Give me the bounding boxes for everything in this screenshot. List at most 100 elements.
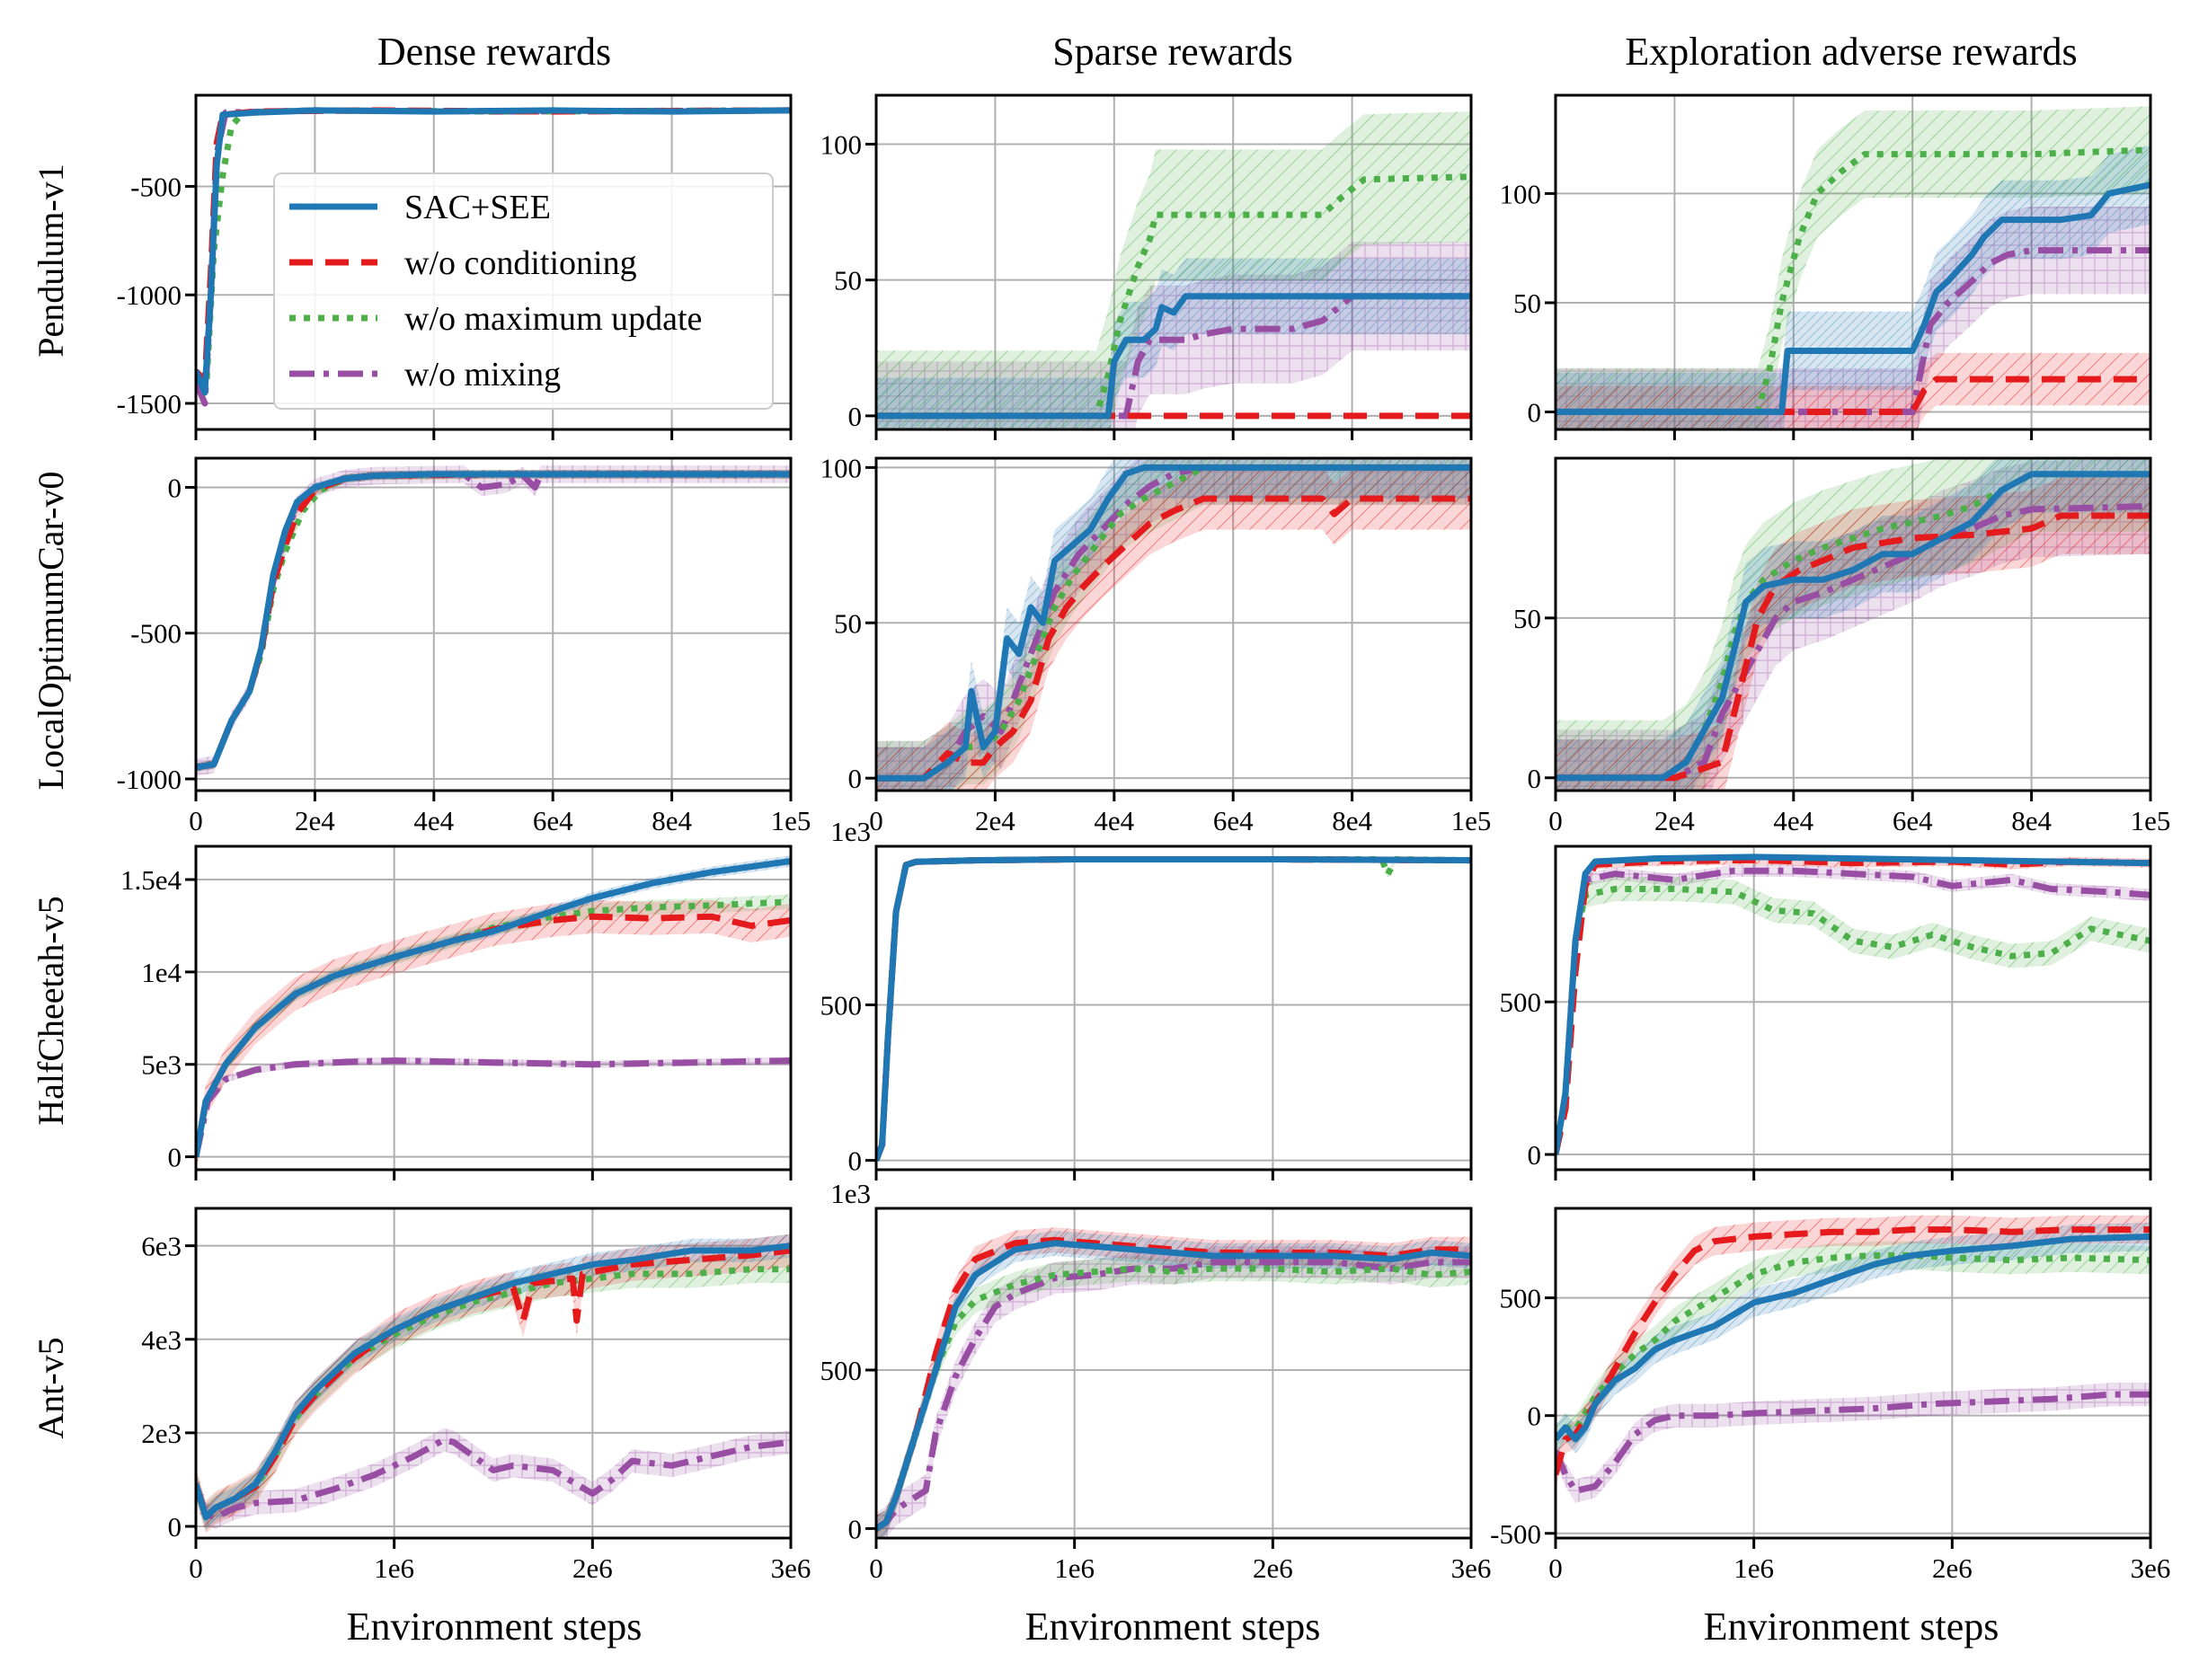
- panel-r3c0-xtick-label-2: 2e6: [572, 1552, 613, 1584]
- panel-r1c1-xtick-label-4: 8e4: [1332, 805, 1372, 836]
- panel-r3c0: 0 2e3 4e3 6e3 0 1e6 2e6 3e6: [141, 1207, 811, 1584]
- panel-r1c0-xtick-label-0: 0: [189, 805, 203, 836]
- panel-r2c0-band-hatch-w-o-conditioning: [196, 899, 791, 1170]
- panel-r3c0-band-hatch-w-o-mixing: [196, 1428, 791, 1529]
- panel-r2c2: 0 500: [1500, 844, 2152, 1180]
- panel-r1c0-line-w-o-mixing: [196, 471, 791, 771]
- panel-r2c1-ytick-label-0: 0: [848, 1145, 863, 1177]
- panel-r0c1-band-hatch-w-o-maximum-update: [876, 111, 1471, 429]
- panel-r3c2-band-hatch-w-o-maximum-update: [1556, 1241, 2150, 1454]
- column-title-dense: Dense rewards: [377, 30, 611, 74]
- panel-r0c0-ytick-label-0: -500: [130, 171, 182, 202]
- panel-r0c1-line-sac-see: [876, 293, 1471, 420]
- panel-r3c0-line-w-o-maximum-update: [196, 1266, 791, 1521]
- panel-r3c2-frame: [1554, 1207, 2152, 1540]
- panel-r0c1-line-w-o-mixing: [876, 293, 1471, 420]
- panel-r0c1-ytick-label-2: 100: [820, 128, 863, 160]
- panel-r1c2-frame: [1554, 456, 2152, 792]
- column-title-sparse: Sparse rewards: [1052, 30, 1293, 74]
- panel-r1c1-xtick-label-3: 6e4: [1213, 805, 1254, 836]
- panel-r1c2-line-sac-see: [1556, 471, 2150, 782]
- panel-r2c0-band-hatch-w-o-mixing: [196, 1057, 791, 1161]
- row-label-pendulum: Pendulum-v1: [31, 164, 71, 358]
- panel-r3c1-offset-label: 1e3: [830, 1178, 871, 1209]
- panel-r2c1-offset-label: 1e3: [830, 816, 871, 847]
- legend-box: [273, 172, 774, 410]
- panel-r2c1-band-hatch-sac-see: [876, 857, 1471, 1163]
- panel-r3c1-xtick-label-1: 1e6: [1054, 1552, 1095, 1584]
- panel-r1c0-band-hatch-w-o-conditioning: [196, 470, 791, 772]
- panel-r0c1-band-hatch-sac-see: [876, 258, 1471, 429]
- row-label-localoptimumcar: LocalOptimumCar-v0: [31, 472, 71, 791]
- panel-r2c2-band-hatch-w-o-maximum-update: [1556, 877, 2150, 1167]
- panel-r1c1-xtick-label-5: 1e5: [1451, 805, 1492, 836]
- panel-r2c0-ytick-label-3: 1.5e4: [120, 864, 182, 896]
- panel-r0c1-ytick-label-1: 50: [834, 265, 862, 296]
- panel-r1c1-line-sac-see: [876, 464, 1471, 782]
- panel-r0c2-line-w-o-maximum-update: [1556, 146, 2150, 415]
- panel-r2c1-frame: [874, 844, 1473, 1172]
- panel-r0c0-frame: [194, 93, 793, 431]
- panel-r2c2-line-sac-see: [1556, 853, 2150, 1155]
- x-axis-label-col1: Environment steps: [1025, 1605, 1321, 1649]
- panel-r3c0-line-w-o-mixing: [196, 1437, 791, 1521]
- panel-r1c1: 0 50 100 0 2e4 4e4 6e4 8e4 1e5: [820, 452, 1492, 836]
- panel-r3c0-ytick-label-3: 6e3: [141, 1231, 182, 1262]
- panel-r2c0-ytick-label-2: 1e4: [141, 957, 182, 988]
- panel-r2c1: 0 500 1e3: [820, 816, 1473, 1180]
- panel-r3c2-line-sac-see: [1556, 1233, 2150, 1443]
- panel-r1c1-line-w-o-mixing: [876, 464, 1471, 782]
- panel-r0c0-ytick-label-2: -1500: [117, 388, 182, 420]
- panel-r3c2-ytick-label-0: 0: [1528, 1401, 1542, 1432]
- panel-r2c2-ytick-label-0: 0: [1528, 1139, 1542, 1171]
- panel-r1c2-xtick-label-5: 1e5: [2131, 805, 2171, 836]
- panel-r3c2-ytick-label-2: -500: [1490, 1518, 1541, 1550]
- legend-label-sac-see: SAC+SEE: [404, 189, 551, 226]
- panel-r0c2-band-hatch-sac-see: [1556, 145, 2150, 429]
- panel-r2c2-band-w-o-mixing: [1556, 864, 2150, 1161]
- panel-r1c0-xtick-label-2: 4e4: [413, 805, 454, 836]
- panel-r1c0-ytick-label-1: -500: [130, 618, 182, 650]
- panel-r0c1: 0 50 100: [820, 93, 1473, 440]
- panel-r1c2-xtick-label-1: 2e4: [1654, 805, 1695, 836]
- panel-r2c2-ytick-label-1: 500: [1500, 986, 1542, 1018]
- panel-r0c0: -500 -1000 -1500: [117, 93, 793, 440]
- panel-r3c2-xtick-label-0: 0: [1548, 1552, 1563, 1584]
- panel-r1c0-band-hatch-w-o-mixing: [196, 465, 791, 776]
- panel-r2c1-band-sac-see: [876, 857, 1471, 1163]
- panel-r3c0-xtick-label-1: 1e6: [374, 1552, 414, 1584]
- panel-r3c1: 0 500 0 1e6 2e6 3e6 1e3: [820, 1178, 1492, 1584]
- panel-r3c0-frame: [194, 1207, 793, 1540]
- panel-r1c0-band-hatch-w-o-maximum-update: [196, 470, 791, 772]
- panel-r1c0-line-w-o-maximum-update: [196, 471, 791, 771]
- panel-r1c2-band-hatch-sac-see: [1556, 458, 2150, 791]
- panel-r2c1-band-hatch-w-o-mixing: [876, 857, 1471, 1163]
- panel-r0c1-frame: [874, 93, 1473, 431]
- panel-r3c1-xtick-label-2: 2e6: [1253, 1552, 1293, 1584]
- panel-r3c2-xtick-label-3: 3e6: [2131, 1552, 2171, 1584]
- panel-r2c0-frame: [194, 844, 793, 1172]
- legend: SAC+SEE w/o conditioning w/o maximum upd…: [273, 172, 774, 410]
- panel-r1c0-frame: [194, 456, 793, 792]
- panel-r1c1-frame: [874, 456, 1473, 792]
- panel-r1c2-ytick-label-1: 50: [1513, 603, 1541, 634]
- panel-r2c1-line-w-o-maximum-update: [876, 856, 1471, 1162]
- panel-r1c0-band-sac-see: [196, 470, 791, 772]
- panel-r1c2-line-w-o-mixing: [1556, 502, 2150, 782]
- panel-r1c0-xtick-label-1: 2e4: [295, 805, 335, 836]
- panel-r3c1-band-hatch-sac-see: [876, 1230, 1471, 1538]
- panel-r1c1-xtick-label-0: 0: [869, 805, 883, 836]
- panel-r3c1-line-w-o-mixing: [876, 1259, 1471, 1532]
- panel-r1c0-band-w-o-maximum-update: [196, 470, 791, 772]
- panel-r1c0-xtick-label-4: 8e4: [652, 805, 692, 836]
- panel-r1c0-band-w-o-mixing: [196, 465, 791, 776]
- panel-r2c0-band-w-o-mixing: [196, 1057, 791, 1161]
- panel-r3c1-xtick-label-3: 3e6: [1451, 1552, 1492, 1584]
- panel-r1c0-xtick-label-5: 1e5: [771, 805, 811, 836]
- panel-r1c2-ytick-label-0: 0: [1528, 763, 1542, 794]
- panel-r1c2-xtick-label-0: 0: [1548, 805, 1563, 836]
- panel-r0c2-line-w-o-conditioning: [1556, 376, 2150, 415]
- panel-r3c0-ytick-label-0: 0: [168, 1511, 182, 1543]
- panel-r3c2-band-hatch-w-o-mixing: [1556, 1383, 2150, 1503]
